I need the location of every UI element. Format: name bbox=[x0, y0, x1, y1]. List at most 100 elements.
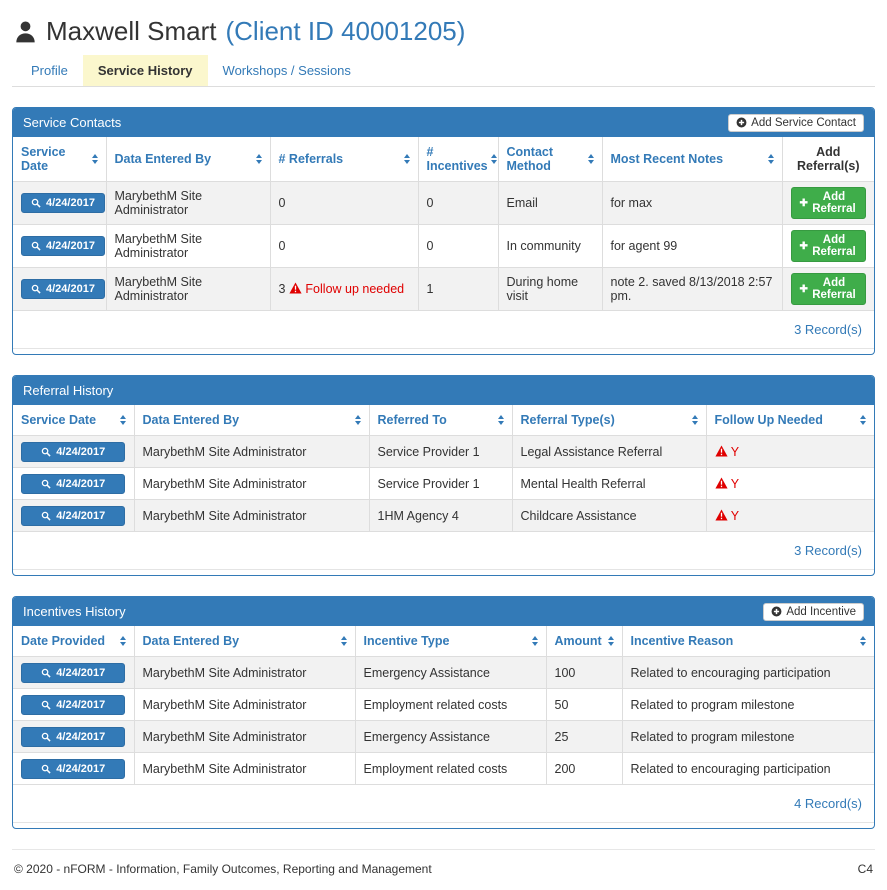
col-data-entered-by[interactable]: Data Entered By bbox=[105, 137, 271, 182]
magnifier-icon bbox=[31, 198, 41, 208]
col-referral-types[interactable]: Referral Type(s) bbox=[511, 405, 707, 436]
add-referral-button[interactable]: ✚ Add Referral bbox=[790, 187, 866, 219]
cell-entered-by: MarybethM Site Administrator bbox=[133, 467, 370, 500]
tab-profile[interactable]: Profile bbox=[31, 63, 68, 78]
table-row: 4/24/2017 MarybethM Site Administrator E… bbox=[13, 656, 874, 689]
view-referral-button[interactable]: 4/24/2017 bbox=[21, 441, 126, 462]
cell-notes: for agent 99 bbox=[601, 224, 783, 268]
col-amount[interactable]: Amount bbox=[545, 626, 623, 657]
cell-incentives: 0 bbox=[417, 224, 499, 268]
cell-entered-by: MarybethM Site Administrator bbox=[105, 224, 271, 268]
client-id: (Client ID 40001205) bbox=[225, 16, 466, 46]
magnifier-icon bbox=[31, 241, 41, 251]
follow-up-flag: Y bbox=[730, 508, 740, 523]
sort-icon bbox=[860, 636, 866, 646]
col-data-entered-by[interactable]: Data Entered By bbox=[133, 405, 370, 436]
cell-incentives: 1 bbox=[417, 267, 499, 311]
cell-referrals: 0 bbox=[269, 224, 419, 268]
cell-incentive-type: Employment related costs bbox=[354, 688, 547, 721]
view-incentive-button[interactable]: 4/24/2017 bbox=[21, 758, 126, 779]
panel-title: Incentives History bbox=[23, 604, 126, 619]
referral-history-heading: Referral History bbox=[13, 376, 874, 405]
cell-contact-method: In community bbox=[497, 224, 603, 268]
plus-circle-icon bbox=[771, 606, 782, 617]
view-service-contact-button[interactable]: 4/24/2017 bbox=[21, 279, 105, 299]
view-referral-button[interactable]: 4/24/2017 bbox=[21, 505, 126, 526]
col-date-provided[interactable]: Date Provided bbox=[13, 626, 135, 657]
col-service-date[interactable]: Service Date bbox=[13, 137, 107, 182]
sort-icon bbox=[255, 154, 262, 164]
table-row: 4/24/2017 MarybethM Site Administrator 1… bbox=[13, 499, 874, 532]
cell-entered-by: MarybethM Site Administrator bbox=[133, 499, 370, 532]
col-service-date[interactable]: Service Date bbox=[13, 405, 135, 436]
col-incentives[interactable]: # Incentives bbox=[417, 137, 499, 182]
sort-icon bbox=[607, 636, 614, 646]
cell-referred-to: Service Provider 1 bbox=[368, 435, 513, 468]
cell-incentives: 0 bbox=[417, 181, 499, 225]
add-incentive-button[interactable]: Add Incentive bbox=[763, 602, 864, 621]
cell-amount: 25 bbox=[545, 720, 623, 753]
sort-icon bbox=[354, 415, 361, 425]
service-contacts-table: Service Date Data Entered By # Referrals… bbox=[13, 137, 874, 311]
cell-notes: for max bbox=[601, 181, 783, 225]
view-incentive-button[interactable]: 4/24/2017 bbox=[21, 694, 126, 715]
col-incentive-reason[interactable]: Incentive Reason bbox=[621, 626, 874, 657]
cell-follow-up: Y bbox=[705, 499, 874, 532]
table-row: 4/24/2017 MarybethM Site Administrator E… bbox=[13, 752, 874, 785]
tab-workshops-sessions[interactable]: Workshops / Sessions bbox=[222, 63, 351, 78]
incentives-history-heading: Incentives History Add Incentive bbox=[13, 597, 874, 626]
tab-bar: Profile Service History Workshops / Sess… bbox=[12, 55, 875, 87]
col-referred-to[interactable]: Referred To bbox=[368, 405, 513, 436]
cell-referral-type: Childcare Assistance bbox=[511, 499, 707, 532]
view-incentive-button[interactable]: 4/24/2017 bbox=[21, 726, 126, 747]
follow-up-flag: Y bbox=[730, 444, 740, 459]
follow-up-flag: Y bbox=[730, 476, 740, 491]
table-row: 4/24/2017 MarybethM Site Administrator S… bbox=[13, 435, 874, 468]
sort-icon bbox=[531, 636, 538, 646]
sort-icon bbox=[119, 415, 126, 425]
record-count: 4 Record(s) bbox=[13, 785, 874, 823]
cell-reason: Related to encouraging participation bbox=[621, 656, 874, 689]
warning-icon bbox=[714, 444, 728, 459]
plus-circle-icon bbox=[736, 117, 747, 128]
col-contact-method[interactable]: Contact Method bbox=[497, 137, 603, 182]
sort-icon bbox=[119, 636, 126, 646]
magnifier-icon bbox=[42, 511, 51, 521]
sort-icon bbox=[490, 154, 497, 164]
table-row: 4/24/2017 MarybethM Site Administrator E… bbox=[13, 720, 874, 753]
cell-reason: Related to program milestone bbox=[621, 688, 874, 721]
col-referrals[interactable]: # Referrals bbox=[269, 137, 419, 182]
plus-icon: ✚ bbox=[799, 197, 808, 209]
copyright-text: © 2020 - nFORM - Information, Family Out… bbox=[14, 862, 432, 876]
incentives-history-table: Date Provided Data Entered By Incentive … bbox=[13, 626, 874, 785]
warning-icon bbox=[714, 508, 728, 523]
col-most-recent-notes[interactable]: Most Recent Notes bbox=[601, 137, 783, 182]
magnifier-icon bbox=[31, 284, 41, 294]
col-incentive-type[interactable]: Incentive Type bbox=[354, 626, 547, 657]
view-service-contact-button[interactable]: 4/24/2017 bbox=[21, 193, 105, 213]
view-service-contact-button[interactable]: 4/24/2017 bbox=[21, 236, 105, 256]
col-data-entered-by[interactable]: Data Entered By bbox=[133, 626, 356, 657]
view-referral-button[interactable]: 4/24/2017 bbox=[21, 473, 126, 494]
view-incentive-button[interactable]: 4/24/2017 bbox=[21, 662, 126, 683]
col-follow-up-needed[interactable]: Follow Up Needed bbox=[705, 405, 874, 436]
client-header: Maxwell Smart (Client ID 40001205) bbox=[14, 16, 875, 47]
cell-amount: 200 bbox=[545, 752, 623, 785]
tab-service-history[interactable]: Service History bbox=[82, 55, 208, 86]
table-row: 4/24/2017 MarybethM Site Administrator E… bbox=[13, 688, 874, 721]
add-referral-button[interactable]: ✚ Add Referral bbox=[790, 273, 866, 305]
sort-icon bbox=[860, 415, 866, 425]
user-icon bbox=[16, 21, 35, 43]
add-service-contact-button[interactable]: Add Service Contact bbox=[728, 113, 864, 132]
add-referral-button[interactable]: ✚ Add Referral bbox=[790, 230, 866, 262]
cell-entered-by: MarybethM Site Administrator bbox=[133, 752, 356, 785]
follow-up-warning-text: Follow up needed bbox=[305, 282, 405, 296]
cell-referred-to: 1HM Agency 4 bbox=[368, 499, 513, 532]
col-add-referrals: Add Referral(s) bbox=[781, 137, 874, 182]
sort-icon bbox=[767, 154, 774, 164]
sort-icon bbox=[497, 415, 504, 425]
referral-history-panel: Referral History Service Date Data Enter… bbox=[12, 375, 875, 576]
cell-incentive-type: Emergency Assistance bbox=[354, 656, 547, 689]
site-footer: © 2020 - nFORM - Information, Family Out… bbox=[12, 849, 875, 890]
